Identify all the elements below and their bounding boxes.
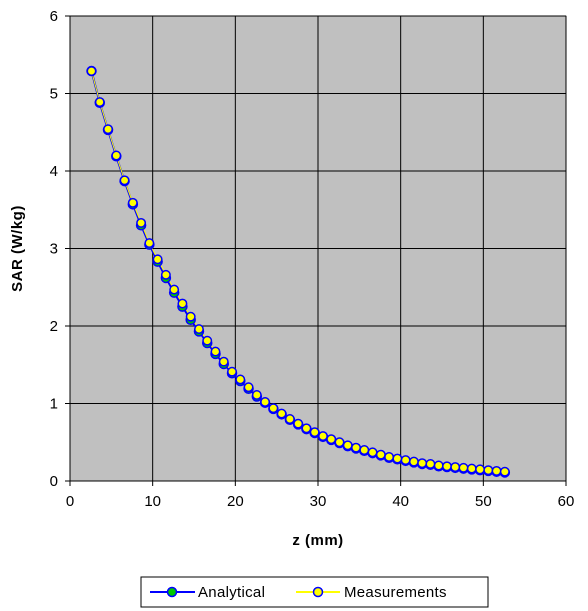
measurement-point — [483, 465, 494, 476]
measurement-point — [400, 455, 411, 466]
measurement-point — [210, 346, 221, 357]
measurement-point — [442, 461, 452, 472]
measurement-point — [260, 397, 271, 407]
series-group — [86, 65, 511, 478]
measurement-point — [491, 465, 502, 476]
x-tick-label: 50 — [475, 493, 492, 510]
y-tick-label: 0 — [50, 473, 58, 490]
y-tick-label: 6 — [50, 8, 58, 25]
measurement-point — [450, 462, 461, 472]
tick-labels: 0 10 20 30 40 50 60 0 1 2 3 4 5 6 — [50, 8, 575, 510]
y-tick-label: 2 — [50, 318, 58, 335]
measurement-point — [475, 464, 485, 475]
measurement-point — [119, 175, 130, 186]
measurement-point — [127, 197, 138, 208]
measurement-point — [433, 460, 444, 471]
measurement-point — [276, 408, 287, 419]
measurement-point — [169, 284, 180, 295]
legend-label-measurements: Measurements — [344, 584, 447, 601]
measurement-point — [458, 462, 469, 473]
y-tick-label: 5 — [50, 86, 58, 103]
measurement-point — [144, 238, 155, 249]
x-tick-label: 40 — [392, 493, 409, 510]
measurement-point — [268, 403, 279, 414]
measurement-point — [309, 427, 320, 438]
measurement-point — [284, 414, 295, 424]
x-tick-label: 0 — [66, 493, 74, 510]
legend-label-analytical: Analytical — [198, 584, 265, 601]
x-tick-label: 20 — [227, 493, 244, 510]
legend-marker-measurements — [312, 586, 324, 598]
x-axis-title: z (mm) — [292, 532, 343, 549]
y-axis-title: SAR (W/kg) — [9, 205, 26, 292]
measurement-point — [334, 437, 345, 448]
y-tick-label: 4 — [50, 163, 58, 180]
measurement-point — [375, 449, 386, 460]
measurement-point — [194, 324, 204, 335]
measurement-point — [103, 124, 113, 135]
measurement-point — [326, 434, 337, 445]
y-tick-label: 1 — [50, 396, 58, 413]
measurement-point — [466, 463, 477, 474]
measurement-point — [293, 418, 304, 429]
measurement-point — [94, 97, 105, 107]
measurement-point — [392, 453, 403, 464]
measurement-point — [227, 366, 237, 377]
measurement-point — [160, 269, 171, 280]
measurement-point — [318, 431, 328, 441]
legend: Analytical Measurements — [140, 576, 489, 608]
measurement-point — [243, 382, 254, 393]
y-tick-label: 3 — [50, 241, 58, 258]
measurement-point — [185, 311, 196, 322]
measurement-point — [417, 458, 428, 469]
measurement-point — [384, 452, 395, 462]
measurement-point — [351, 442, 361, 453]
measurement-point — [235, 374, 246, 385]
measurement-point — [177, 298, 188, 309]
measurement-point — [111, 150, 122, 161]
legend-marker-analytical — [166, 586, 178, 598]
measurement-point — [251, 390, 262, 400]
measurement-point — [301, 423, 312, 434]
measurement-point — [342, 440, 353, 451]
measurement-point — [425, 459, 436, 469]
measurement-point — [86, 66, 97, 76]
measurement-point — [367, 447, 378, 458]
measurement-point — [408, 456, 419, 467]
measurement-point — [218, 356, 229, 367]
measurement-point — [359, 445, 370, 455]
measurement-point — [136, 217, 147, 228]
x-tick-label: 30 — [310, 493, 327, 510]
x-tick-label: 10 — [144, 493, 161, 510]
x-tick-label: 60 — [558, 493, 575, 510]
measurement-point — [202, 335, 213, 346]
measurement-point — [152, 254, 163, 265]
measurement-point — [499, 466, 510, 477]
